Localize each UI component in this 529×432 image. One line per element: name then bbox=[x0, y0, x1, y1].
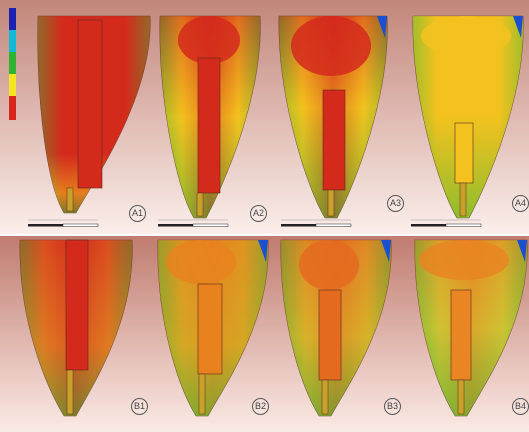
panel-label-a1: A1 bbox=[129, 205, 146, 222]
post bbox=[197, 57, 221, 194]
panel-a4: A4 bbox=[401, 8, 529, 234]
low-stress-region bbox=[381, 240, 391, 262]
root-canal bbox=[66, 369, 74, 415]
panel-b4: B4 bbox=[401, 236, 529, 432]
panel-label-a4: A4 bbox=[512, 195, 529, 212]
panel-label-b3: B3 bbox=[384, 398, 401, 415]
panel-label-a2: A2 bbox=[250, 205, 267, 222]
panel-b1: B1 bbox=[18, 236, 148, 432]
core-head bbox=[421, 16, 511, 56]
panel-label-b2: B2 bbox=[252, 398, 269, 415]
root-canal bbox=[457, 379, 465, 415]
post bbox=[454, 122, 474, 184]
scale-segment-cyan bbox=[9, 30, 16, 52]
scale-segment-red bbox=[9, 96, 16, 120]
core-head bbox=[166, 240, 236, 284]
panel-label-a3: A3 bbox=[387, 195, 404, 212]
post bbox=[77, 19, 103, 189]
panel-a1-model bbox=[28, 15, 151, 227]
low-stress-region bbox=[513, 16, 523, 38]
root-canal bbox=[66, 187, 74, 212]
root-canal bbox=[327, 189, 335, 217]
scale-segment-yellow bbox=[9, 74, 16, 96]
post bbox=[318, 289, 342, 381]
crown-shading bbox=[412, 16, 524, 218]
panel-label-b4: B4 bbox=[512, 398, 529, 415]
panel-b4-model bbox=[414, 239, 528, 417]
post bbox=[322, 89, 346, 191]
length-scale-bar bbox=[158, 219, 229, 227]
length-scale-bar bbox=[411, 219, 482, 227]
root-canal bbox=[321, 379, 329, 415]
core-head bbox=[291, 16, 371, 76]
root-canal bbox=[198, 373, 206, 415]
core-head bbox=[299, 240, 359, 290]
panel-a3: A3 bbox=[271, 8, 404, 234]
panel-a2: A2 bbox=[148, 8, 278, 234]
panel-b2-model bbox=[157, 239, 269, 417]
panel-b1-model bbox=[19, 239, 133, 417]
root-canal bbox=[196, 192, 204, 217]
scale-segment-green bbox=[9, 52, 16, 74]
low-stress-region bbox=[258, 240, 268, 262]
panel-b3-model bbox=[280, 239, 392, 417]
scale-segment-blue bbox=[9, 8, 16, 30]
panel-a1: A1 bbox=[18, 8, 151, 234]
panel-a3-model bbox=[278, 15, 388, 227]
core-head bbox=[178, 16, 240, 64]
length-scale-bar bbox=[28, 219, 99, 227]
core-head bbox=[419, 240, 509, 280]
low-stress-region bbox=[517, 240, 527, 262]
color-scale-bar bbox=[9, 8, 16, 120]
post bbox=[65, 239, 89, 371]
length-scale-bar bbox=[281, 219, 352, 227]
panel-a2-model bbox=[158, 15, 261, 227]
panel-label-b1: B1 bbox=[131, 398, 148, 415]
panel-a4-model bbox=[411, 15, 524, 227]
panel-b2: B2 bbox=[148, 236, 278, 432]
post bbox=[197, 283, 223, 375]
post bbox=[450, 289, 472, 381]
low-stress-region bbox=[377, 16, 387, 38]
root-canal bbox=[459, 182, 467, 217]
panel-b3: B3 bbox=[271, 236, 401, 432]
